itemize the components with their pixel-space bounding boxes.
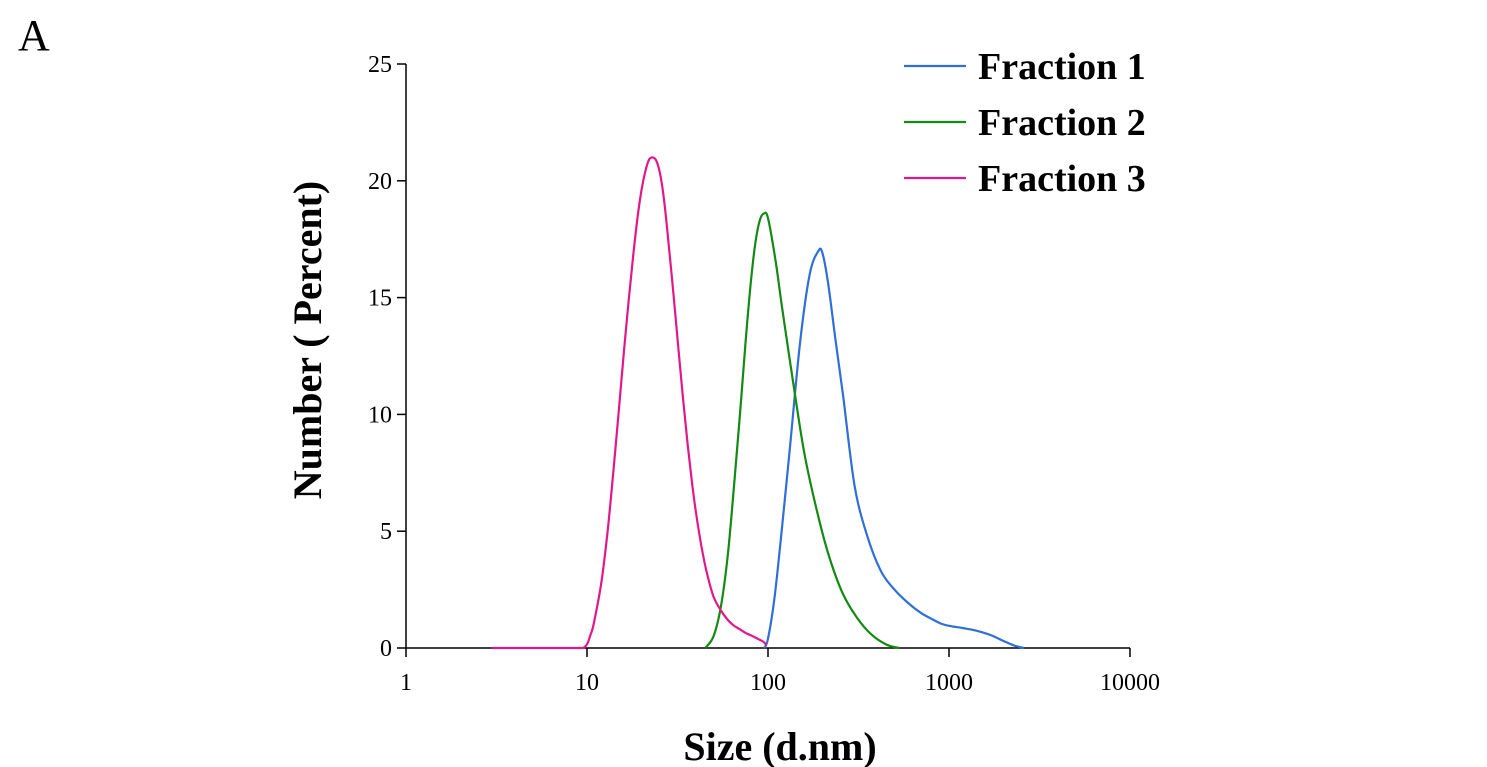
y-tick-label: 0 (380, 636, 392, 662)
y-axis-title: Number ( Percent) (285, 181, 330, 499)
legend-item-fraction-1: Fraction 1 (904, 46, 1146, 88)
y-ticks: 0 5 10 15 20 25 (368, 52, 406, 662)
x-tick-label: 100 (750, 670, 786, 696)
legend: Fraction 1 Fraction 2 Fraction 3 (904, 46, 1146, 200)
x-tick-label: 10 (575, 670, 599, 696)
x-tick-label: 1000 (925, 670, 973, 696)
x-tick-label: 1 (400, 670, 412, 696)
x-axis-title: Size (d.nm) (683, 724, 876, 767)
legend-label: Fraction 3 (978, 158, 1146, 200)
legend-label: Fraction 2 (978, 102, 1146, 144)
x-ticks: 1 10 100 1000 10000 (400, 648, 1160, 696)
series-lines (492, 156, 1025, 650)
y-tick-label: 10 (368, 402, 392, 428)
legend-item-fraction-2: Fraction 2 (904, 102, 1146, 144)
legend-item-fraction-3: Fraction 3 (904, 158, 1146, 200)
y-tick-label: 25 (368, 52, 392, 78)
x-tick-label: 10000 (1100, 670, 1160, 696)
series-line-fraction-3 (492, 156, 768, 650)
y-tick-label: 15 (368, 286, 392, 312)
y-tick-label: 20 (368, 169, 392, 195)
series-line-fraction-1 (762, 247, 1025, 650)
panel-label: A (18, 11, 50, 60)
y-tick-label: 5 (380, 519, 392, 545)
series-line-fraction-2 (704, 211, 900, 650)
plot-area: 0 5 10 15 20 25 1 10 100 1000 10000 (368, 52, 1160, 696)
legend-label: Fraction 1 (978, 46, 1146, 88)
